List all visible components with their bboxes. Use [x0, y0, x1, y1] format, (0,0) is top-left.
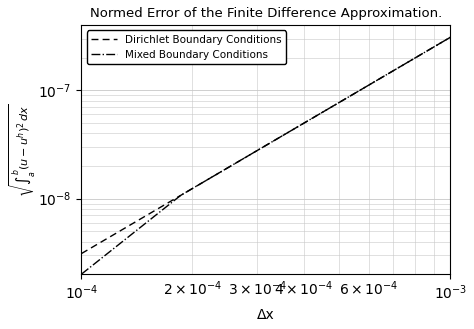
Mixed Boundary Conditions: [407, 59, 412, 63]
Mixed Boundary Conditions: [215, 171, 221, 175]
Mixed Boundary Conditions: [447, 35, 453, 39]
Dirichlet Boundary Conditions: [447, 35, 453, 39]
Mixed Boundary Conditions: [79, 272, 84, 276]
Dirichlet Boundary Conditions: [79, 252, 84, 256]
Dirichlet Boundary Conditions: [381, 74, 387, 78]
X-axis label: Δx: Δx: [257, 308, 275, 322]
Title: Normed Error of the Finite Difference Approximation.: Normed Error of the Finite Difference Ap…: [90, 7, 442, 20]
Mixed Boundary Conditions: [371, 80, 377, 84]
Line: Mixed Boundary Conditions: Mixed Boundary Conditions: [82, 37, 450, 274]
Dirichlet Boundary Conditions: [256, 148, 262, 152]
Line: Dirichlet Boundary Conditions: Dirichlet Boundary Conditions: [82, 37, 450, 254]
Dirichlet Boundary Conditions: [254, 149, 259, 153]
Mixed Boundary Conditions: [137, 225, 143, 229]
Y-axis label: $\sqrt{\int_a^b (u - u^h)^2\,dx}$: $\sqrt{\int_a^b (u - u^h)^2\,dx}$: [7, 103, 37, 196]
Dirichlet Boundary Conditions: [438, 40, 444, 44]
Legend: Dirichlet Boundary Conditions, Mixed Boundary Conditions: Dirichlet Boundary Conditions, Mixed Bou…: [87, 31, 286, 64]
Mixed Boundary Conditions: [169, 200, 175, 204]
Mixed Boundary Conditions: [283, 131, 289, 135]
Dirichlet Boundary Conditions: [278, 135, 284, 139]
Dirichlet Boundary Conditions: [298, 123, 304, 127]
